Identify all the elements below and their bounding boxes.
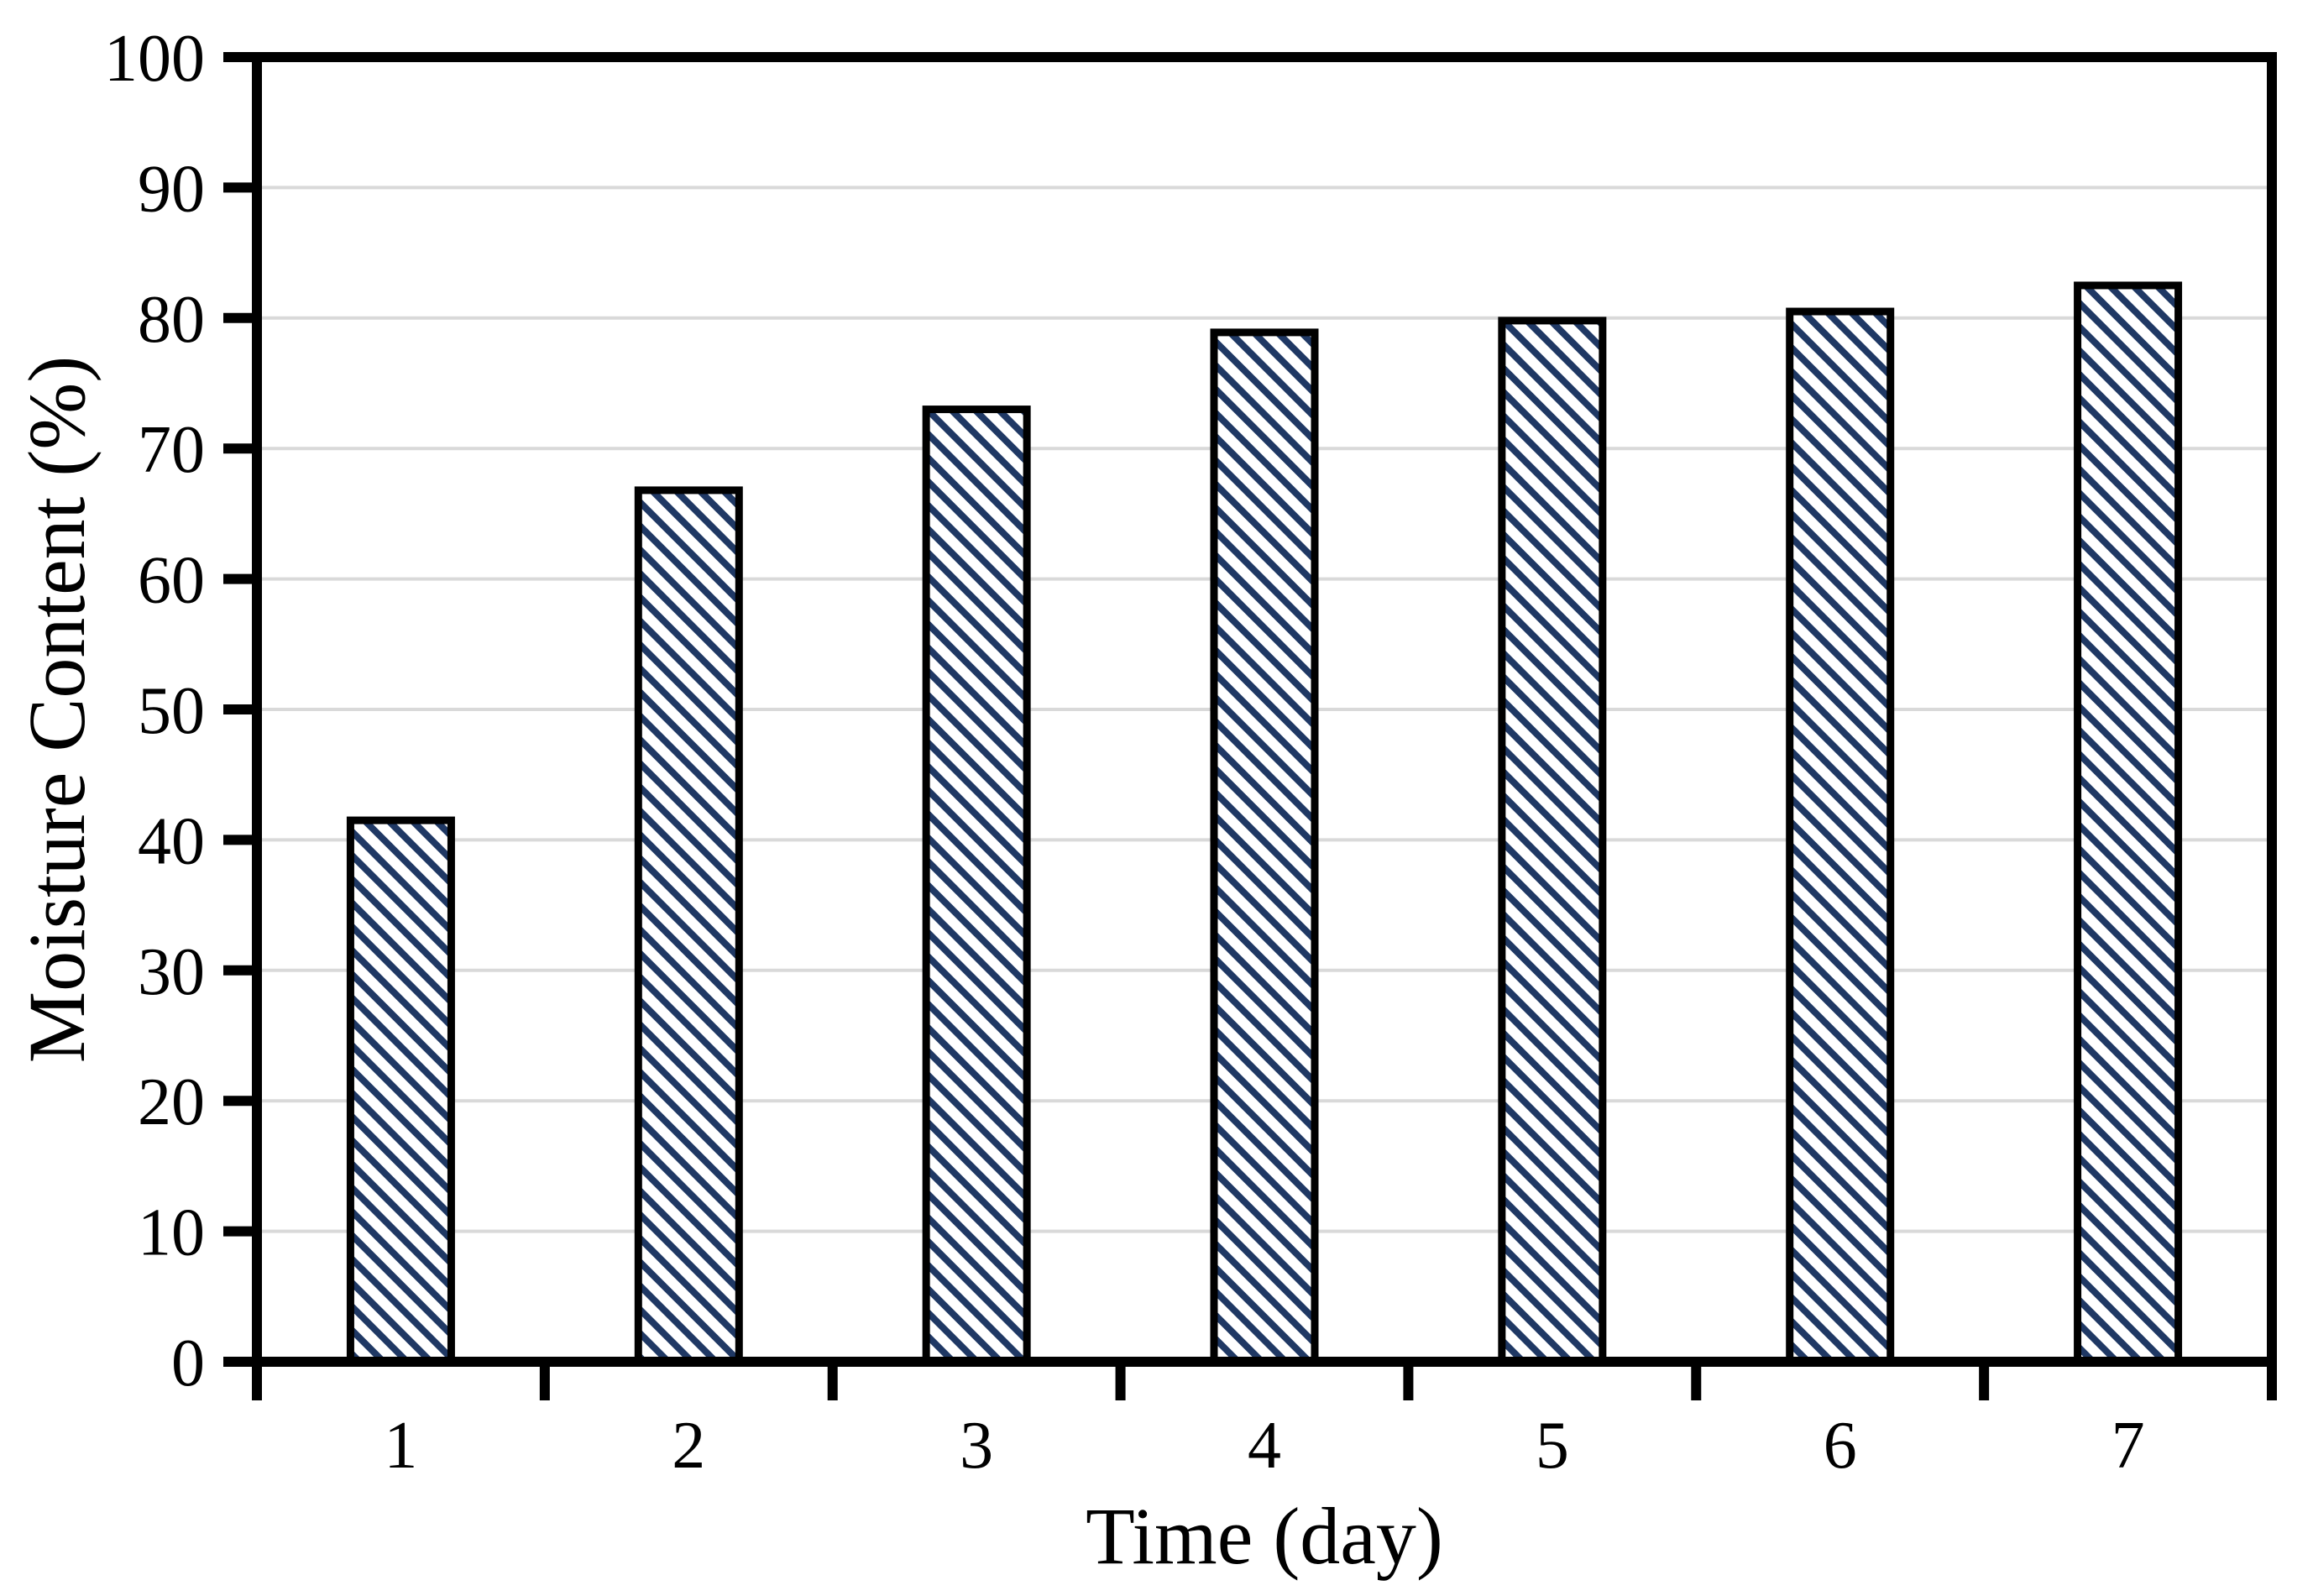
y-tick-label-60: 60: [138, 544, 205, 618]
y-tick-label-80: 80: [138, 283, 205, 357]
x-tick-label-6: 6: [1824, 1409, 1857, 1483]
x-axis-title: Time (day): [1086, 1491, 1443, 1581]
y-axis-title: Moisture Content (%): [12, 356, 102, 1064]
x-tick-label-3: 3: [960, 1409, 993, 1483]
x-tick-label-5: 5: [1536, 1409, 1569, 1483]
y-tick-label-90: 90: [138, 152, 205, 226]
axis-ticks: [223, 52, 2277, 1400]
x-tick-label-4: 4: [1248, 1409, 1281, 1483]
y-tick-label-0: 0: [171, 1327, 205, 1400]
bars: [346, 281, 2183, 1366]
bar-day-6: [1786, 307, 1895, 1366]
bar-day-4: [1210, 328, 1319, 1366]
x-tick-label-2: 2: [672, 1409, 705, 1483]
bar-day-2: [634, 486, 743, 1366]
bar-day-1: [346, 816, 455, 1366]
y-tick-label-70: 70: [138, 413, 205, 487]
bar-day-3: [922, 406, 1031, 1366]
y-tick-label-20: 20: [138, 1065, 205, 1139]
y-tick-label-30: 30: [138, 935, 205, 1009]
bar-day-5: [1498, 317, 1607, 1366]
y-tick-label-50: 50: [138, 674, 205, 748]
x-tick-label-7: 7: [2112, 1409, 2145, 1483]
axis-tick-labels: 0 10 20 30 40 50 60 70 80 90 100 1 2 3 4 5 6 7: [104, 22, 2145, 1483]
y-tick-label-100: 100: [104, 22, 205, 96]
y-tick-label-40: 40: [138, 804, 205, 878]
y-tick-label-10: 10: [138, 1196, 205, 1270]
bar-day-7: [2074, 281, 2183, 1366]
x-tick-label-1: 1: [384, 1409, 417, 1483]
